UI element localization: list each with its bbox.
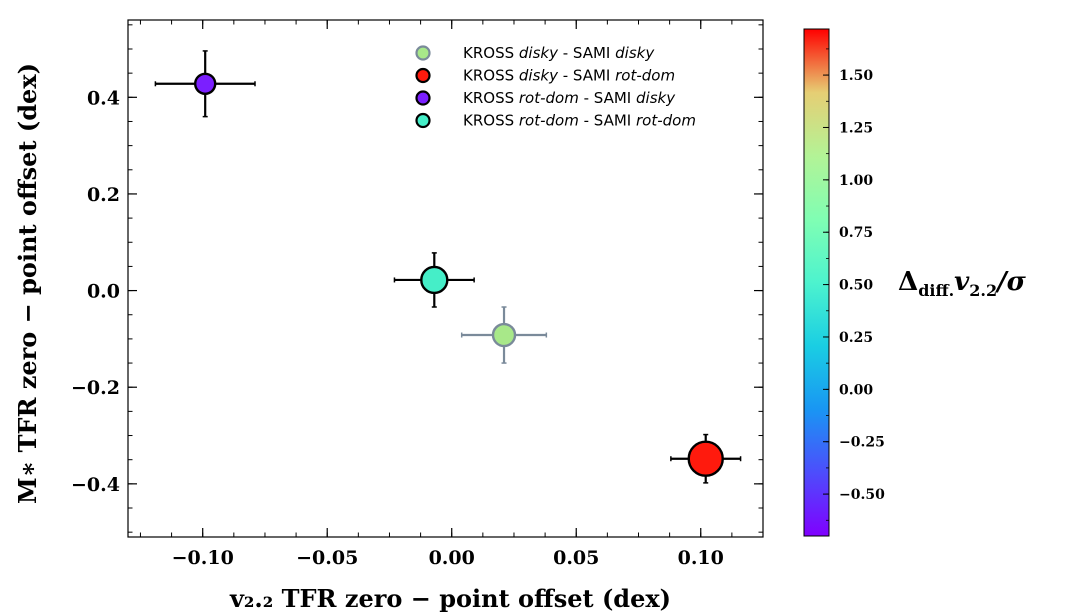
plot-frame <box>127 19 764 538</box>
legend-label: KROSS rot-dom - SAMI disky <box>463 89 676 107</box>
point-marker <box>193 72 217 95</box>
colorbar: −0.50 −0.25 0.00 0.25 0.50 0.75 1.00 1.25 1.50 Δd… <box>803 28 1027 537</box>
legend-marker <box>415 45 431 61</box>
x-tick-label: 0.00 <box>429 547 475 569</box>
colorbar-tick-label: 0.25 <box>839 330 873 346</box>
legend-entry: KROSS rot-dom - SAMI disky <box>415 89 676 107</box>
point-marker <box>491 322 517 348</box>
colorbar-tick-label: −0.50 <box>839 487 885 503</box>
colorbar-tick-label: 0.75 <box>839 225 873 241</box>
legend-label: KROSS disky - SAMI rot-dom <box>463 67 675 85</box>
legend-marker <box>415 112 431 129</box>
legend-entry: KROSS disky - SAMI rot-dom <box>415 67 675 85</box>
data-points <box>154 50 742 484</box>
data-point <box>393 252 475 308</box>
data-point <box>460 306 548 364</box>
axes: −0.10 −0.05 0.00 0.05 0.10 −0.4 −0.2 0.0 0.2 0.4 v… <box>13 19 764 613</box>
point-marker <box>687 440 724 477</box>
legend-entry: KROSS rot-dom - SAMI rot-dom <box>415 112 696 130</box>
y-tick-label: −0.2 <box>71 377 120 399</box>
x-tick-label: −0.05 <box>296 547 358 569</box>
colorbar-tick-label: 1.25 <box>839 120 873 136</box>
legend-entry: KROSS disky - SAMI disky <box>415 44 655 62</box>
legend-label: KROSS rot-dom - SAMI rot-dom <box>463 112 696 130</box>
colorbar-tick-label: 0.50 <box>839 278 873 294</box>
y-tick-label: 0.2 <box>87 184 120 206</box>
legend-label: KROSS disky - SAMI disky <box>463 44 655 62</box>
x-tick-label: 0.10 <box>678 547 724 569</box>
colorbar-label: Δdiff.v2.2/σ <box>898 267 1027 300</box>
colorbar-tick-label: 1.50 <box>839 68 873 84</box>
legend-marker <box>415 67 431 84</box>
x-axis-title: v₂.₂ TFR zero − point offset (dex) <box>229 584 671 613</box>
colorbar-tick-label: 0.00 <box>839 382 873 398</box>
y-axis-title: M∗ TFR zero − point offset (dex) <box>13 63 42 504</box>
data-point <box>154 50 256 118</box>
y-tick-label: 0.4 <box>87 87 120 109</box>
data-point <box>670 433 742 484</box>
colorbar-tick-label: 1.00 <box>839 173 873 189</box>
x-tick-label: 0.05 <box>553 547 599 569</box>
colorbar-gradient <box>803 28 830 537</box>
colorbar-tick-label: −0.25 <box>839 435 885 451</box>
x-tick-label: −0.10 <box>172 547 234 569</box>
legend: KROSS disky - SAMI disky KROSS disky - SA… <box>415 44 696 130</box>
y-tick-label: −0.4 <box>71 474 120 496</box>
point-marker <box>420 265 449 295</box>
legend-marker <box>415 90 431 106</box>
y-tick-label: 0.0 <box>87 281 120 303</box>
